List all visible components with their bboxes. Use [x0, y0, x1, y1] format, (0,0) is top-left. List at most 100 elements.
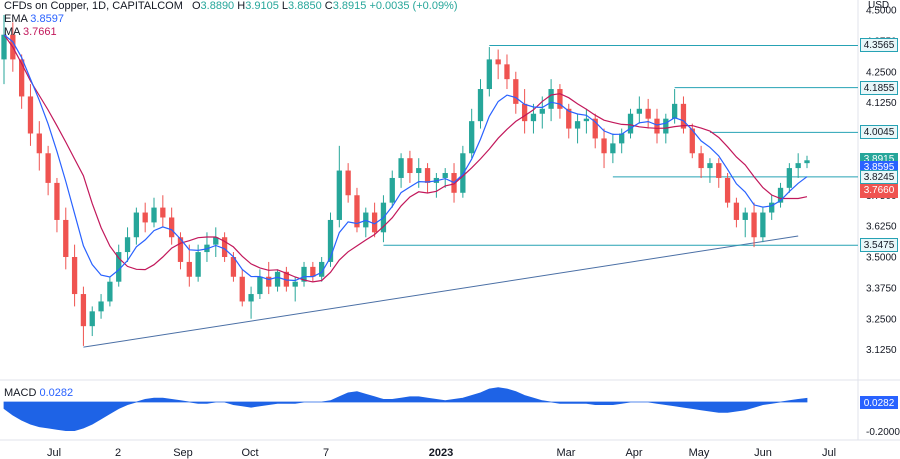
- candle-body: [751, 212, 757, 238]
- ema-legend[interactable]: EMA 3.8597: [4, 13, 64, 25]
- candle-body: [698, 153, 704, 169]
- candle-body: [795, 163, 801, 169]
- macd-tag: [860, 396, 898, 409]
- candle-body: [142, 212, 148, 223]
- candle-body: [689, 128, 695, 154]
- macd-tag-label: 0.0282: [864, 398, 895, 409]
- candle-body: [680, 103, 687, 129]
- candle-body: [742, 212, 748, 220]
- candle-body: [292, 281, 298, 287]
- macd-legend[interactable]: MACD 0.0282: [4, 387, 73, 399]
- y-tick-label: 4.1250: [866, 98, 897, 109]
- candle-body: [424, 168, 431, 183]
- candle-body: [548, 89, 554, 109]
- candle-body: [539, 108, 545, 114]
- ohlc-header: CFDs on Copper, 1D, CAPITALCOM O3.8890 H…: [4, 0, 458, 12]
- symbol-label: CFDs on Copper, 1D, CAPITALCOM: [4, 0, 183, 12]
- change-value: +0.0035 (+0.09%): [369, 0, 458, 12]
- candle-body: [495, 59, 501, 65]
- candle-body: [266, 276, 272, 287]
- candle-body: [195, 252, 201, 277]
- open-value: 3.8890: [200, 0, 235, 12]
- candle-body: [663, 118, 669, 134]
- candle-body: [221, 237, 228, 257]
- candle-body: [760, 212, 766, 238]
- candle-body: [116, 252, 122, 282]
- candle-body: [45, 153, 51, 183]
- ema-label: EMA: [4, 13, 28, 25]
- candle-body: [327, 219, 334, 262]
- close-value: 3.8915: [332, 0, 367, 12]
- candle-body: [627, 113, 634, 134]
- candle-body: [19, 59, 25, 97]
- x-tick-label: Jul: [822, 447, 836, 459]
- candle-body: [257, 276, 263, 295]
- ma-line: [3, 34, 808, 283]
- candle-body: [566, 108, 572, 129]
- horizontal-levels: [383, 44, 858, 246]
- candle-body: [63, 219, 69, 257]
- candle-body: [407, 158, 413, 174]
- y-tick-label: 3.3750: [866, 283, 897, 294]
- ma-value: 3.7661: [22, 26, 57, 38]
- high-value: 3.9105: [245, 0, 279, 12]
- x-tick-label: Sep: [173, 447, 193, 459]
- candle-body: [301, 266, 307, 282]
- x-tick-label: 2023: [429, 447, 453, 459]
- x-tick-label: Apr: [625, 447, 642, 459]
- x-tick-label: Oct: [241, 447, 258, 459]
- candle-body: [671, 103, 678, 119]
- candle-body: [310, 266, 316, 277]
- candle-body: [583, 118, 590, 122]
- candle-body: [601, 138, 607, 154]
- price-tag-level: 4.3565: [860, 38, 898, 53]
- macd-pane: -0.2000 0.0282: [3, 387, 900, 438]
- candle-body: [636, 108, 642, 114]
- y-tick-label: 3.5000: [866, 253, 897, 264]
- candle-body: [654, 118, 660, 134]
- candle-body: [504, 64, 510, 80]
- candle-body: [804, 160, 810, 164]
- macd-value: 0.0282: [39, 387, 74, 399]
- candle-body: [619, 133, 625, 144]
- candle-body: [151, 207, 157, 223]
- candle-body: [786, 168, 792, 188]
- y-tick-label: 3.2500: [866, 314, 897, 325]
- close-label: C: [324, 0, 333, 12]
- x-tick-label: Mar: [557, 447, 576, 459]
- candle-body: [610, 143, 616, 154]
- low-value: 3.8850: [288, 0, 322, 12]
- candle-body: [530, 113, 537, 122]
- candle-body: [389, 177, 395, 203]
- ema-value: 3.8597: [30, 13, 64, 25]
- candle-body: [645, 108, 651, 119]
- grid: [0, 0, 900, 441]
- low-label: L: [281, 0, 289, 12]
- candle-body: [213, 237, 219, 245]
- support-trendline: [83, 235, 799, 348]
- candle-body: [177, 237, 184, 262]
- candle-body: [89, 311, 95, 327]
- high-label: H: [237, 0, 246, 12]
- x-tick-label: 7: [323, 447, 329, 459]
- macd-label: MACD: [4, 387, 37, 399]
- candle-body: [124, 237, 131, 253]
- candle-body: [36, 133, 42, 154]
- candle-body: [283, 271, 290, 287]
- candle-body: [724, 177, 731, 203]
- candle-body: [469, 121, 475, 154]
- x-tick-label: Jun: [754, 447, 772, 459]
- ema-line: [3, 34, 808, 282]
- trendline: [83, 235, 799, 348]
- ma-legend[interactable]: MA 3.7661: [4, 26, 57, 38]
- candle-body: [513, 79, 519, 104]
- price-tag-level: 4.0045: [860, 125, 898, 140]
- candle-body: [477, 89, 484, 122]
- x-tick-label: May: [689, 447, 710, 459]
- candle-body: [733, 202, 740, 220]
- candle-body: [345, 170, 351, 196]
- candle-body: [592, 118, 598, 139]
- candle-body: [371, 212, 378, 233]
- candle-body: [319, 261, 325, 277]
